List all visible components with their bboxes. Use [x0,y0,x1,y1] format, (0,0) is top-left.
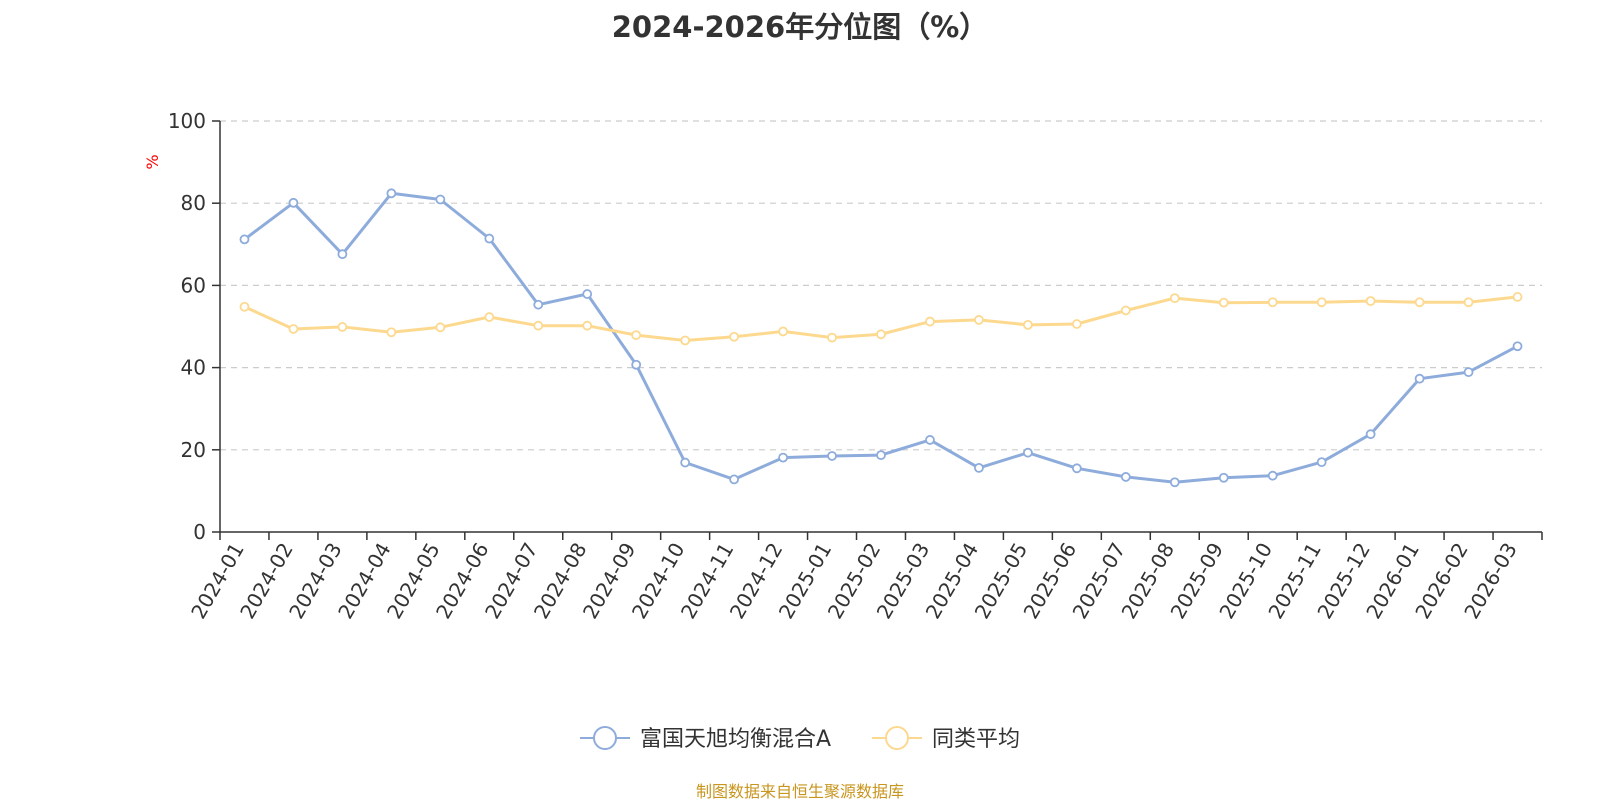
legend-label: 富国天旭均衡混合A [640,727,831,752]
data-point [239,234,250,245]
data-point [925,435,935,445]
data-point [1365,429,1376,440]
data-point [1414,297,1425,308]
data-point [582,289,593,299]
data-point [1316,457,1327,468]
data-point [1316,297,1327,308]
data-point [778,326,788,337]
data-point [729,331,740,342]
legend-swatch-marker [593,726,617,750]
y-tick-labels: 0 20 40 60 80 100 [168,109,206,544]
data-point [631,359,642,370]
data-point [876,329,886,340]
series-1 [239,188,1523,488]
data-point [337,249,348,260]
data-point [533,299,544,310]
y-tick-label: 60 [181,273,206,297]
data-point [386,327,397,338]
data-point [631,330,642,341]
legend-swatch-marker [885,726,909,750]
data-point [925,316,935,327]
y-tick-label: 0 [193,520,206,544]
y-axis-label: % [143,154,162,169]
y-tick-label: 100 [168,109,206,133]
data-point [876,450,886,461]
data-point [288,324,299,334]
data-point [1022,447,1033,458]
data-point [239,301,250,312]
data-point [484,312,495,322]
data-point [729,474,740,485]
data-point [1169,477,1180,488]
legend-item-2[interactable]: 同类平均 [872,726,1020,752]
data-point [1267,470,1278,481]
data-point [1512,341,1523,352]
data-point [386,188,397,199]
axes [212,120,1543,540]
data-point [680,457,691,468]
data-point [1120,472,1131,482]
y-tick-label: 20 [181,438,206,462]
data-point [680,335,691,346]
legend-item-1[interactable]: 富国天旭均衡混合A [580,726,831,752]
data-point [1120,305,1131,316]
data-point [1218,472,1229,483]
source-note: 制图数据来自恒生聚源数据库 [695,782,904,801]
data-point [337,322,348,332]
series-2 [239,292,1523,346]
data-point [288,197,299,208]
data-point [1218,297,1229,308]
y-tick-label: 40 [181,356,206,380]
data-point [1267,297,1278,308]
data-point [1414,373,1425,384]
data-point [435,322,446,333]
data-point [435,194,446,205]
y-tick-label: 80 [181,191,206,215]
data-point [827,332,837,343]
data-point [778,452,788,463]
data-point [1169,293,1180,304]
chart-title: 2024-2026年分位图（%） [611,10,989,44]
data-point [484,233,495,244]
grid-lines [220,120,1542,451]
data-point [974,462,984,473]
data-point [1071,319,1082,329]
data-point [1463,297,1474,308]
x-tick-labels: 2024-012024-022024-032024-042024-052024-… [186,539,1522,623]
legend[interactable]: 富国天旭均衡混合A 同类平均 [580,726,1020,752]
data-point [533,320,544,331]
data-point [1022,319,1033,330]
data-point [1365,296,1376,306]
data-point [974,315,984,325]
data-point [1463,367,1474,378]
legend-label: 同类平均 [932,727,1020,752]
series-lines [239,188,1523,488]
data-point [1071,463,1082,474]
data-point [827,451,837,461]
data-point [1512,292,1523,302]
data-point [582,320,593,331]
